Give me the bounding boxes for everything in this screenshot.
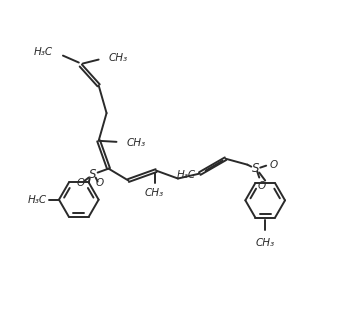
Text: S: S: [89, 168, 96, 181]
Text: H₃C: H₃C: [34, 47, 53, 57]
Text: CH₃: CH₃: [126, 138, 145, 148]
Text: H₃C: H₃C: [177, 170, 196, 180]
Text: CH₃: CH₃: [256, 238, 275, 248]
Text: S: S: [251, 162, 259, 175]
Text: O: O: [96, 179, 104, 189]
Text: O: O: [257, 181, 265, 191]
Text: CH₃: CH₃: [145, 188, 164, 198]
Text: O: O: [77, 179, 85, 189]
Text: O: O: [269, 160, 277, 170]
Text: H₃C: H₃C: [27, 195, 47, 205]
Text: CH₃: CH₃: [108, 53, 128, 63]
